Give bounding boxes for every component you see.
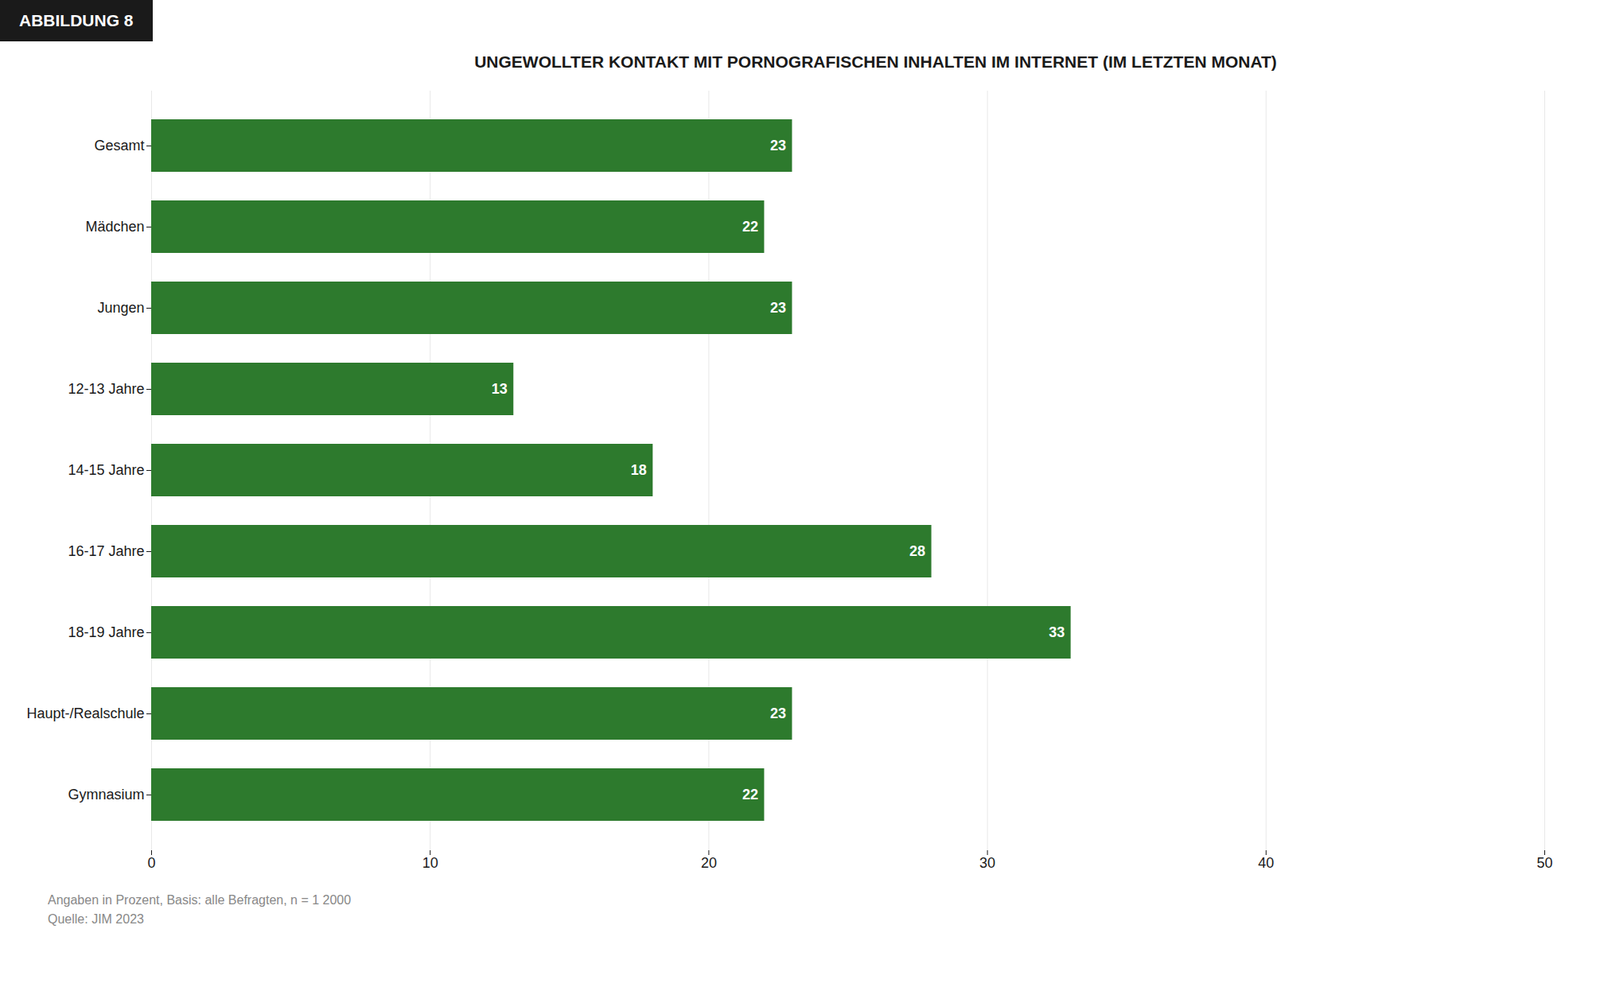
svg-text:30: 30 [979,855,996,872]
html-text:ABBILDUNG 8: ABBILDUNG 8 [19,11,134,30]
svg-text:0: 0 [147,855,156,872]
svg-text:20: 20 [700,855,717,872]
svg-text:18-19 Jahre: 18-19 Jahre [67,624,145,641]
svg-text:18: 18 [630,462,647,479]
svg-text:23: 23 [770,137,787,154]
svg-text:13: 13 [491,381,508,398]
html-text:UNGEWOLLTER KONTAKT MIT PORNOG: UNGEWOLLTER KONTAKT MIT PORNOGRAFISCHEN … [474,52,1277,71]
svg-text:22: 22 [742,218,759,235]
svg-text:33: 33 [1048,624,1065,641]
svg-text:28: 28 [909,543,926,560]
svg-text:23: 23 [770,705,787,722]
svg-text:23: 23 [770,299,787,316]
svg-text:14-15 Jahre: 14-15 Jahre [67,462,145,479]
svg-text:Jungen: Jungen [97,299,145,316]
svg-text:12-13 Jahre: 12-13 Jahre [67,381,145,398]
svg-text:Gymnasium: Gymnasium [67,786,145,803]
svg-text:Mädchen: Mädchen [85,218,145,235]
svg-text:10: 10 [422,855,439,872]
html-text:Quelle: JIM 2023: Quelle: JIM 2023 [47,912,145,927]
svg-text:22: 22 [742,786,759,803]
svg-text:Gesamt: Gesamt [93,137,145,154]
svg-text:50: 50 [1536,855,1553,872]
svg-text:16-17 Jahre: 16-17 Jahre [67,543,145,560]
svg-text:40: 40 [1257,855,1274,872]
svg-text:Haupt-/Realschule: Haupt-/Realschule [26,705,145,722]
html-text:Angaben in Prozent, Basis: all: Angaben in Prozent, Basis: alle Befragte… [47,893,352,908]
